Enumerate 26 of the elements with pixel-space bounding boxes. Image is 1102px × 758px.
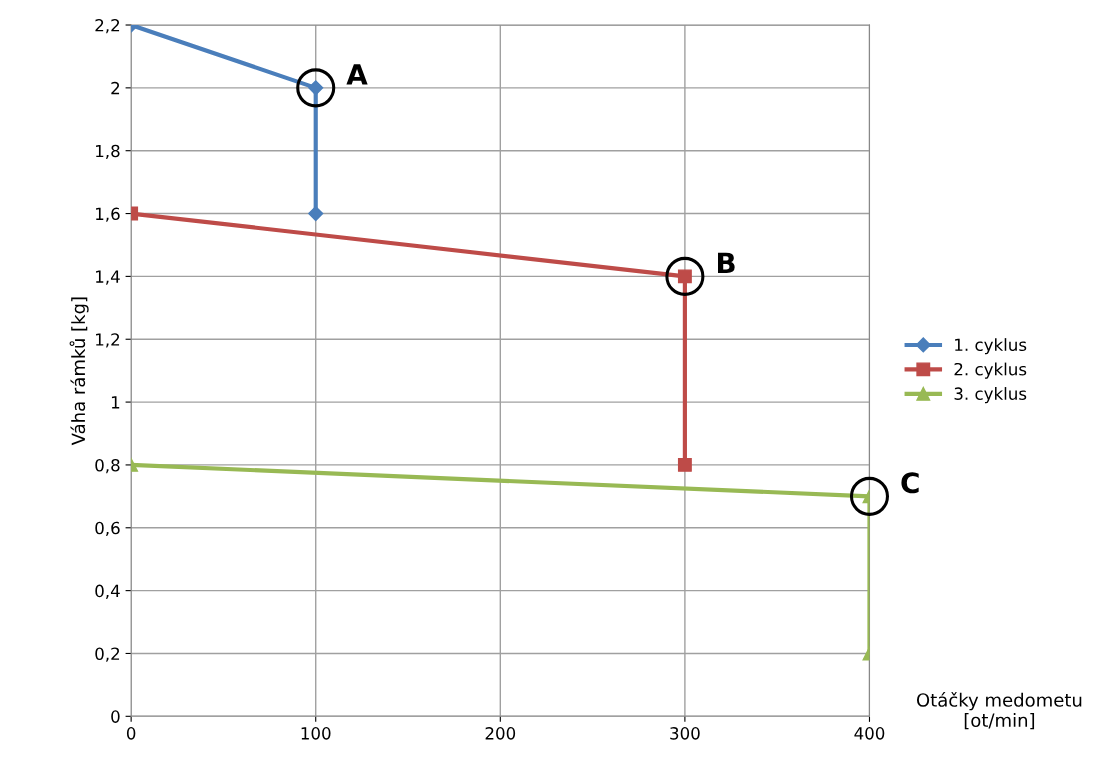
y-tick-label: 0,2 <box>95 647 120 662</box>
y-tick-label: 1,4 <box>96 270 120 285</box>
y-tick-label: 2,2 <box>95 18 120 34</box>
y-tick-label: 1,6 <box>96 207 120 222</box>
annotation: B <box>718 252 735 273</box>
y-tick-label: 0,6 <box>95 521 120 537</box>
x-tick-label: 200 <box>485 727 516 740</box>
legend-label: 2. cyklus <box>954 362 1027 379</box>
x-tick-label: 0 <box>126 727 136 740</box>
y-tick-label: 1 <box>111 396 120 409</box>
x-tick-label: 100 <box>301 727 331 740</box>
annotation: C <box>901 472 919 494</box>
point <box>677 457 692 472</box>
annotation: A <box>346 64 368 85</box>
legend-label: 3. cyklus <box>954 387 1027 404</box>
x-tick-label: 300 <box>670 727 700 740</box>
x-axis-title: Otáčky medometu [ot/min] <box>916 692 1082 730</box>
y-tick-label: 0 <box>111 710 120 723</box>
y-tick-label: 0,4 <box>95 584 120 599</box>
y-tick-label: 2 <box>111 81 120 95</box>
x-tick-label: 400 <box>854 727 885 740</box>
legend-label: 1. cyklus <box>955 338 1027 355</box>
y-axis-title: Váha rámků [kg] <box>69 297 89 446</box>
y-tick-label: 1,2 <box>96 333 120 348</box>
y-tick-label: 0,8 <box>95 458 120 474</box>
y-tick-label: 1,8 <box>96 144 120 159</box>
